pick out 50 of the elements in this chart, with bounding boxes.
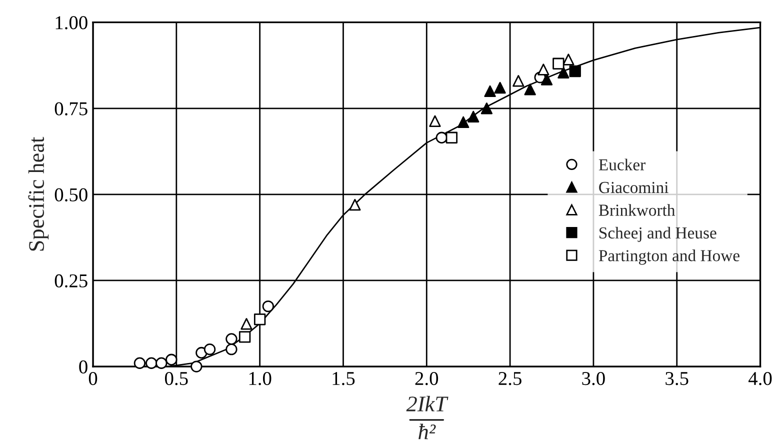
point bbox=[446, 132, 458, 144]
y-tick-label: 0 bbox=[79, 360, 88, 374]
point bbox=[238, 331, 251, 343]
point bbox=[524, 84, 536, 96]
point bbox=[254, 314, 266, 326]
point bbox=[512, 75, 524, 87]
point bbox=[562, 54, 574, 66]
point bbox=[226, 343, 238, 356]
point bbox=[538, 64, 550, 76]
x-tick-label: 2.5 bbox=[498, 372, 522, 386]
point bbox=[552, 58, 564, 70]
x-tick-label: 3.5 bbox=[666, 372, 688, 386]
point bbox=[146, 357, 158, 369]
x-tick-label: 1.5 bbox=[332, 372, 355, 386]
point bbox=[484, 85, 496, 98]
point bbox=[436, 132, 448, 144]
point bbox=[569, 65, 581, 78]
x-axis-title: 2IkT ħ² bbox=[406, 396, 448, 440]
point bbox=[156, 357, 168, 369]
y-tick-label: 0.75 bbox=[54, 102, 88, 116]
point bbox=[226, 333, 238, 345]
x-tick-label: 0.5 bbox=[165, 372, 188, 386]
x-tick-label: 3.0 bbox=[582, 372, 605, 386]
point bbox=[480, 102, 493, 114]
x-tick-label: 0 bbox=[88, 372, 98, 386]
y-axis-title: Specific heat bbox=[28, 136, 49, 251]
point bbox=[262, 300, 274, 312]
point bbox=[190, 360, 202, 372]
point bbox=[429, 115, 441, 127]
y-tick-label: 0.25 bbox=[54, 274, 88, 288]
point bbox=[457, 116, 470, 128]
point bbox=[166, 354, 178, 366]
x-tick-label: 2.0 bbox=[415, 372, 438, 386]
point bbox=[558, 66, 570, 78]
point bbox=[349, 198, 361, 211]
legend-label: Giacomini bbox=[599, 182, 668, 194]
point bbox=[204, 343, 216, 356]
legend-label: Eucker bbox=[598, 158, 646, 170]
x-tick-label: 1.0 bbox=[249, 372, 272, 386]
legend-label: Brinkworth bbox=[598, 204, 676, 216]
point bbox=[240, 318, 252, 330]
legend-label: Partington and Howe bbox=[598, 250, 740, 265]
y-tick-label: 0.50 bbox=[54, 188, 88, 202]
point bbox=[134, 357, 146, 369]
x-tick-label: 4.0 bbox=[748, 372, 772, 386]
point bbox=[540, 74, 553, 86]
legend-label: Scheej and Heuse bbox=[600, 226, 716, 242]
point bbox=[468, 110, 480, 123]
y-tick-label: 1.00 bbox=[56, 16, 88, 30]
point bbox=[494, 82, 506, 94]
